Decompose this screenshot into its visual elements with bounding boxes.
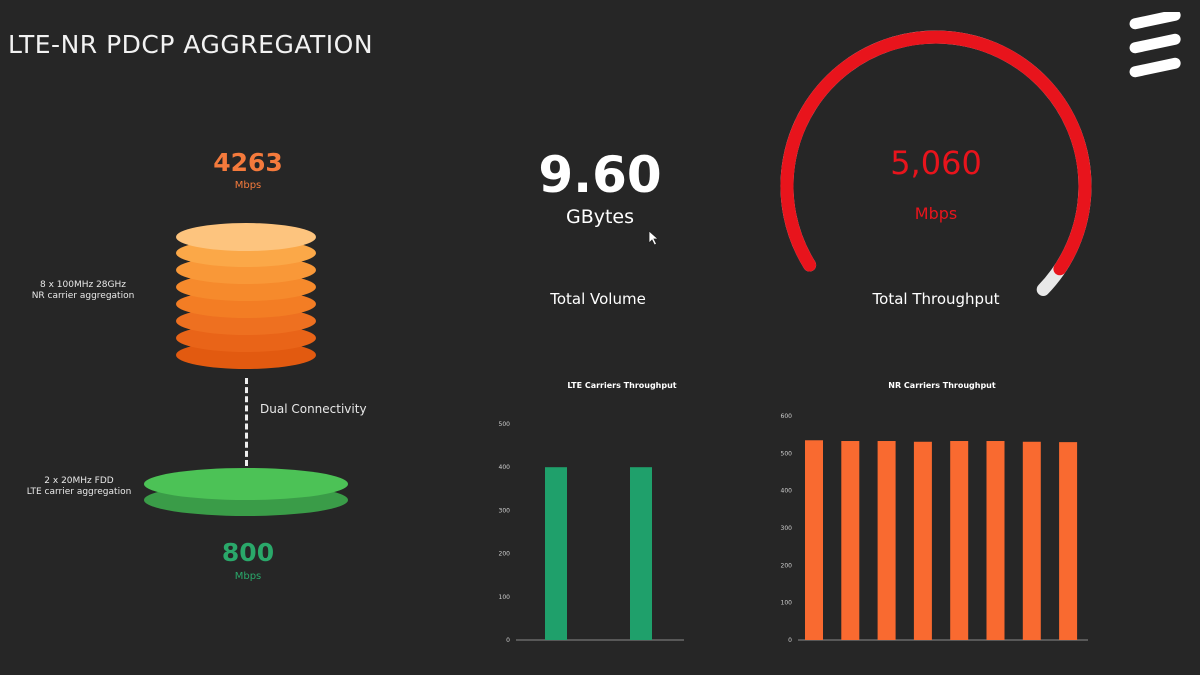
bar-4 [913, 441, 932, 640]
bar-7 [1022, 441, 1041, 640]
total-volume-caption: Total Volume [550, 290, 646, 308]
total-throughput-caption: Total Throughput [872, 290, 1000, 308]
y-tick-label: 100 [781, 600, 793, 607]
nr-carrier-label-line1: 8 x 100MHz 28GHz [40, 280, 126, 290]
dual-connectivity-label: Dual Connectivity [260, 402, 367, 416]
lte-throughput-unit: Mbps [234, 571, 262, 582]
nr-carrier-label-line2: NR carrier aggregation [31, 291, 135, 301]
nr-carrier-disc-1 [176, 223, 316, 251]
y-tick-label: 500 [499, 421, 511, 428]
y-tick-label: 0 [788, 637, 792, 644]
nr-throughput-value: 4263 [213, 148, 283, 177]
y-tick-label: 100 [499, 594, 511, 601]
y-tick-label: 300 [499, 507, 511, 514]
y-tick-label: 500 [781, 450, 793, 457]
bar-2 [630, 467, 652, 640]
page-title: LTE-NR PDCP AGGREGATION [8, 30, 374, 59]
total-volume-value: 9.60 [538, 146, 662, 204]
lte-carrier-disc-1 [144, 468, 348, 500]
bar-1 [545, 467, 567, 640]
y-tick-label: 200 [499, 551, 511, 558]
y-tick-label: 200 [781, 562, 793, 569]
lte-throughput-value: 800 [221, 538, 275, 567]
bar-2 [841, 441, 860, 640]
y-tick-label: 400 [781, 488, 793, 495]
nr-carriers-chart: NR Carriers Throughput 0 100 200 300 400 500 60… [781, 381, 1088, 644]
bar-5 [950, 441, 969, 640]
chart-title: NR Carriers Throughput [888, 381, 996, 390]
total-throughput-value: 5,060 [890, 144, 982, 182]
bar-1 [805, 440, 823, 640]
mouse-cursor-icon [648, 230, 660, 246]
nr-throughput-unit: Mbps [234, 180, 262, 191]
bar-3 [877, 441, 896, 640]
nr-carrier-label: 8 x 100MHz 28GHz NR carrier aggregation [8, 280, 158, 302]
chart-title: LTE Carriers Throughput [567, 381, 676, 390]
y-tick-label: 600 [781, 413, 793, 420]
lte-carrier-label: 2 x 20MHz FDD LTE carrier aggregation [4, 476, 154, 498]
total-throughput-unit: Mbps [914, 204, 958, 223]
bar-8 [1059, 442, 1078, 640]
dual-connectivity-link [245, 378, 248, 466]
y-tick-label: 300 [781, 525, 793, 532]
total-volume-unit: GBytes [565, 206, 635, 228]
y-tick-label: 400 [499, 464, 511, 471]
lte-carrier-label-line1: 2 x 20MHz FDD [44, 476, 114, 486]
y-tick-label: 0 [506, 637, 510, 644]
bar-6 [986, 441, 1005, 640]
lte-carrier-label-line2: LTE carrier aggregation [26, 487, 132, 497]
gauge-fill [780, 30, 1092, 276]
lte-carriers-chart: LTE Carriers Throughput 0 100 200 300 400 500 [499, 381, 684, 644]
ericsson-logo-icon [1129, 12, 1181, 78]
